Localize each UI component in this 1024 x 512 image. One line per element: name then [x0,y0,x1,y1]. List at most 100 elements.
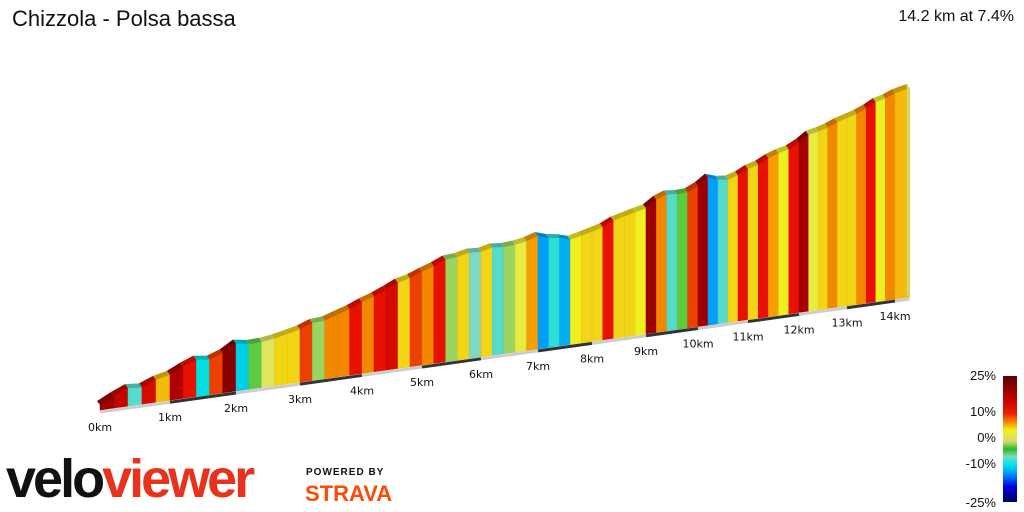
profile-segment [537,235,550,350]
profile-segment [261,338,275,388]
profile-segment [457,252,470,361]
strava-logo: STRAVA [305,481,393,506]
profile-segment [361,296,375,374]
profile-segment [591,226,604,342]
profile-segment [274,333,288,386]
profile-segment-top [500,240,516,248]
profile-segment-top [643,195,657,209]
profile-segment-top [97,391,114,405]
x-tick-label: 10km [682,338,713,351]
profile-segment-top [193,355,210,360]
profile-segment-top [284,325,300,334]
profile-segment-top [705,173,718,180]
profile-segment-top [684,182,698,193]
profile-segment [624,211,636,338]
x-tick-label: 3km [288,393,312,406]
profile-segment [526,235,539,351]
profile-segment-top [796,130,809,143]
profile-segment [503,244,516,354]
profile-segment-top [621,208,636,217]
profile-segment [808,131,819,312]
profile-segment [865,101,877,304]
profile-segment-top [153,370,170,380]
axis-km-band [846,299,896,310]
profile-segment-top [383,278,398,290]
profile-segment [875,98,886,303]
profile-segment-top [663,190,678,195]
profile-segment-top [589,223,603,232]
profile-segment [788,142,800,315]
profile-segment-top [535,231,549,238]
profile-segment-top [674,188,688,195]
profile-segment [248,341,262,390]
profile-segment [397,277,411,369]
profile-segment-top [556,234,571,240]
profile-segment [856,108,867,305]
profile-segment [747,164,759,320]
x-tick-label: 5km [410,376,434,389]
profile-segment-top [610,212,625,221]
distance-axis [99,297,910,414]
profile-segment [514,240,527,353]
profile-segment-top [334,305,350,315]
profile-segment [757,157,769,319]
profile-segment [768,152,779,317]
profile-segment [827,121,838,309]
profile-segment-top [395,274,410,283]
profile-segment [727,174,739,323]
profile-segment-top [653,190,667,200]
axis-km-band [697,320,749,331]
segment-summary: 14.2 km at 7.4% [898,8,1014,25]
profile-segment-top [489,243,504,248]
profile-segment [480,247,493,358]
profile-segment-top [863,98,876,109]
profile-segment [666,193,678,332]
profile-segment-top [111,384,128,396]
x-tick-label: 8km [580,352,604,365]
profile-segments [97,84,910,411]
logo-viewer: viewer [102,449,255,509]
axis-km-band [591,334,647,345]
profile-segment [613,216,625,339]
x-tick-label: 7km [526,360,550,373]
profile-segment-top [745,160,759,169]
profile-segment-top [371,285,386,297]
axis-km-band [235,382,301,395]
profile-segment-top [233,339,249,345]
profile-segment [209,352,224,395]
profile-segment-top [297,318,313,330]
profile-segment-top [735,164,748,176]
profile-end-cap [906,84,910,297]
axis-km-band [798,306,848,316]
profile-segment [602,220,614,341]
profile-segment-top [545,233,560,239]
profile-segment [717,179,729,325]
profile-segment [580,231,593,344]
profile-segment [697,177,709,327]
profile-segment [817,127,829,311]
x-tick-label: 6km [469,368,493,381]
profile-segment-top [755,154,769,165]
profile-segment [373,289,387,373]
profile-segment-top [258,334,275,342]
profile-segment-top [872,94,886,103]
profile-segment-top [805,127,819,135]
profile-segment-top [407,267,422,279]
profile-segment [324,314,338,379]
legend-label-25: 25% [969,368,996,383]
profile-segment [559,237,571,347]
distance-tick-labels: 0km 1km 2km 3km 4km 5km 6km 7km 8km 9km 10km 11km 12… [88,310,911,434]
profile-segment-top [775,145,789,154]
profile-segment-top [271,329,288,339]
profile-segment [286,329,301,385]
x-tick-label: 11km [732,331,763,344]
axis-km-band [894,297,910,303]
profile-segment [798,134,809,313]
profile-segment [468,251,482,359]
profile-segment-top [523,231,538,242]
profile-segment [433,259,446,364]
profile-segment [196,359,210,397]
legend-label-minus25: -25% [965,495,996,510]
profile-segment-top [695,173,708,187]
axis-km-band [169,391,237,404]
